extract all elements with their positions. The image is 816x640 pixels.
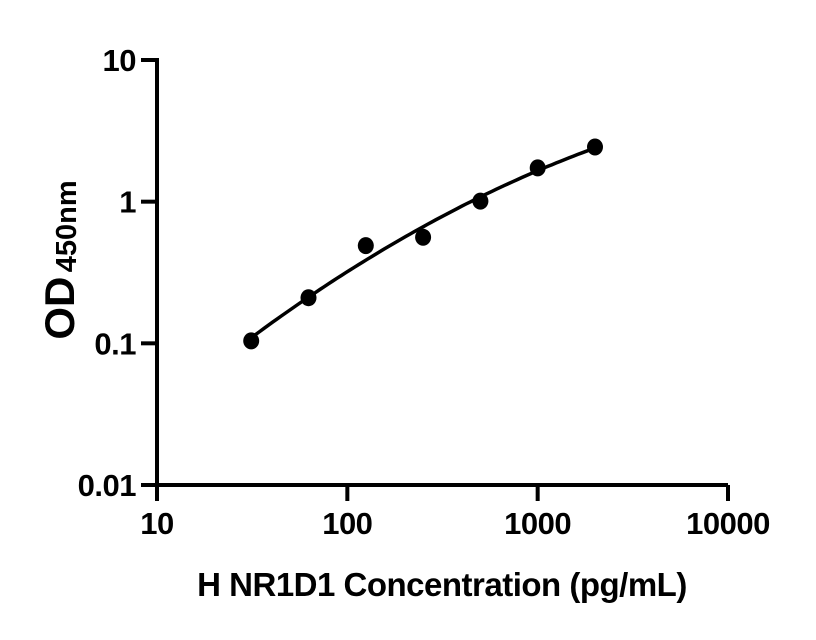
data-point: [357, 237, 374, 255]
data-point: [415, 228, 432, 246]
y-tick-label: 0.01: [78, 468, 137, 503]
y-tick-label: 10: [103, 43, 136, 78]
axes: [155, 58, 728, 487]
axis-ticks: [141, 58, 730, 501]
data-point: [300, 289, 317, 307]
data-point: [472, 192, 489, 210]
data-point: [529, 159, 546, 177]
x-axis-title: H NR1D1 Concentration (pg/mL): [197, 566, 687, 603]
data-point: [587, 138, 603, 156]
y-axis-title-subscript: 450nm: [51, 180, 83, 272]
x-tick-label: 10: [140, 506, 173, 541]
x-tick-label: 100: [322, 506, 372, 541]
y-axis-title-main: OD: [36, 277, 83, 340]
x-tick-label: 1000: [504, 506, 571, 541]
data-point: [243, 332, 260, 350]
x-tick-label: 10000: [686, 506, 770, 541]
axis-spine: [155, 58, 728, 487]
plot-area: [243, 138, 603, 350]
y-axis-title: OD 450nm: [36, 180, 83, 339]
y-tick-label: 0.1: [94, 326, 136, 361]
y-tick-label: 1: [119, 185, 136, 220]
axis-tick-labels: 10 100 1000 10000 0.01 0.1 1 10: [78, 43, 771, 541]
